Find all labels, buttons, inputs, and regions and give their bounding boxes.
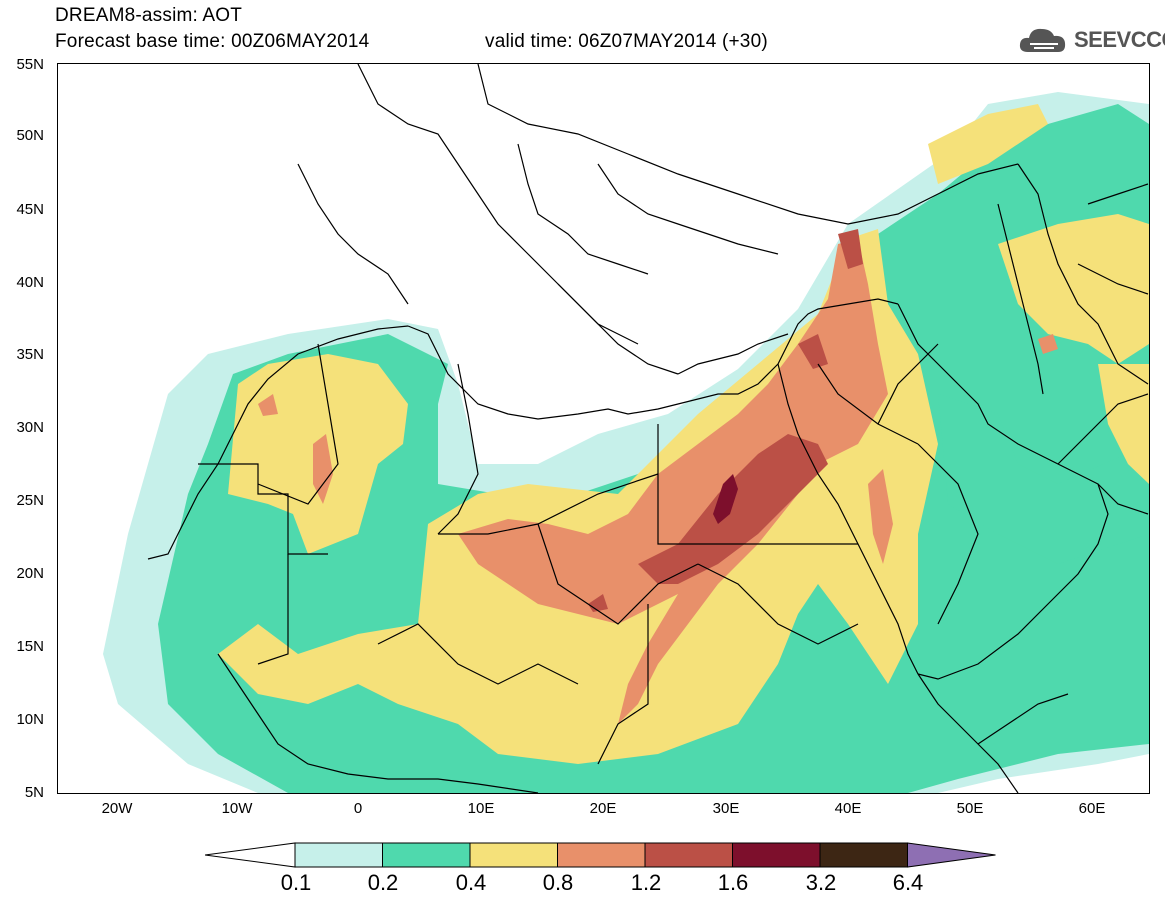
- lon-label-50e: 50E: [956, 800, 984, 817]
- lon-label-20w: 20W: [101, 800, 133, 817]
- coastlines-and-borders: [147, 64, 1149, 793]
- lon-label-10w: 10W: [221, 800, 253, 817]
- lat-label-45n: 45N: [16, 201, 44, 218]
- lon-label-40e: 40E: [834, 800, 862, 817]
- colorbar-swatch-2: [382, 842, 471, 868]
- aot-contour-field: [103, 64, 1149, 793]
- colorbar-swatch-4: [557, 842, 646, 868]
- lon-label-0: 0: [353, 800, 363, 817]
- colorbar-swatch-6: [732, 842, 821, 868]
- lat-label-10n: 10N: [16, 711, 44, 728]
- lon-label-60e: 60E: [1078, 800, 1106, 817]
- colorbar-label-0.2: 0.2: [367, 870, 399, 895]
- colorbar-label-1.2: 1.2: [630, 870, 662, 895]
- colorbar-label-1.6: 1.6: [717, 870, 749, 895]
- lat-label-35n: 35N: [16, 346, 44, 363]
- lon-label-10e: 10E: [467, 800, 495, 817]
- colorbar-swatch-3: [469, 842, 558, 868]
- map-title: DREAM8-assim: AOT: [55, 5, 243, 26]
- colorbar-arrow-low: [205, 842, 296, 868]
- lon-label-30e: 30E: [712, 800, 740, 817]
- colorbar-swatch-5: [644, 842, 733, 868]
- colorbar-label-6.4: 6.4: [892, 870, 924, 895]
- colorbar-swatch-7: [819, 842, 908, 868]
- aot-forecast-map: [57, 63, 1150, 794]
- lat-label-20n: 20N: [16, 565, 44, 582]
- forecast-base-time: Forecast base time: 00Z06MAY2014: [55, 31, 370, 52]
- cloud-icon: [1019, 28, 1066, 52]
- seevccc-logo: SEEVCCC: [1018, 22, 1165, 58]
- colorbar-swatch-1: [294, 842, 383, 868]
- aot-level-0.8: [258, 239, 1058, 724]
- lat-label-25n: 25N: [16, 492, 44, 509]
- lon-label-20e: 20E: [589, 800, 617, 817]
- colorbar-arrow-high: [907, 842, 996, 868]
- lat-label-55n: 55N: [16, 56, 44, 73]
- colorbar-label-0.4: 0.4: [455, 870, 487, 895]
- lat-label-40n: 40N: [16, 274, 44, 291]
- lat-label-50n: 50N: [16, 127, 44, 144]
- colorbar-label-0.1: 0.1: [280, 870, 312, 895]
- aot-level-1.6: [713, 474, 738, 524]
- valid-time: valid time: 06Z07MAY2014 (+30): [485, 31, 768, 52]
- colorbar-label-0.8: 0.8: [542, 870, 574, 895]
- colorbar-label-3.2: 3.2: [805, 870, 837, 895]
- lat-label-15n: 15N: [16, 638, 44, 655]
- aot-colorbar: [205, 842, 996, 868]
- lat-label-5n: 5N: [24, 784, 44, 801]
- lat-label-30n: 30N: [16, 419, 44, 436]
